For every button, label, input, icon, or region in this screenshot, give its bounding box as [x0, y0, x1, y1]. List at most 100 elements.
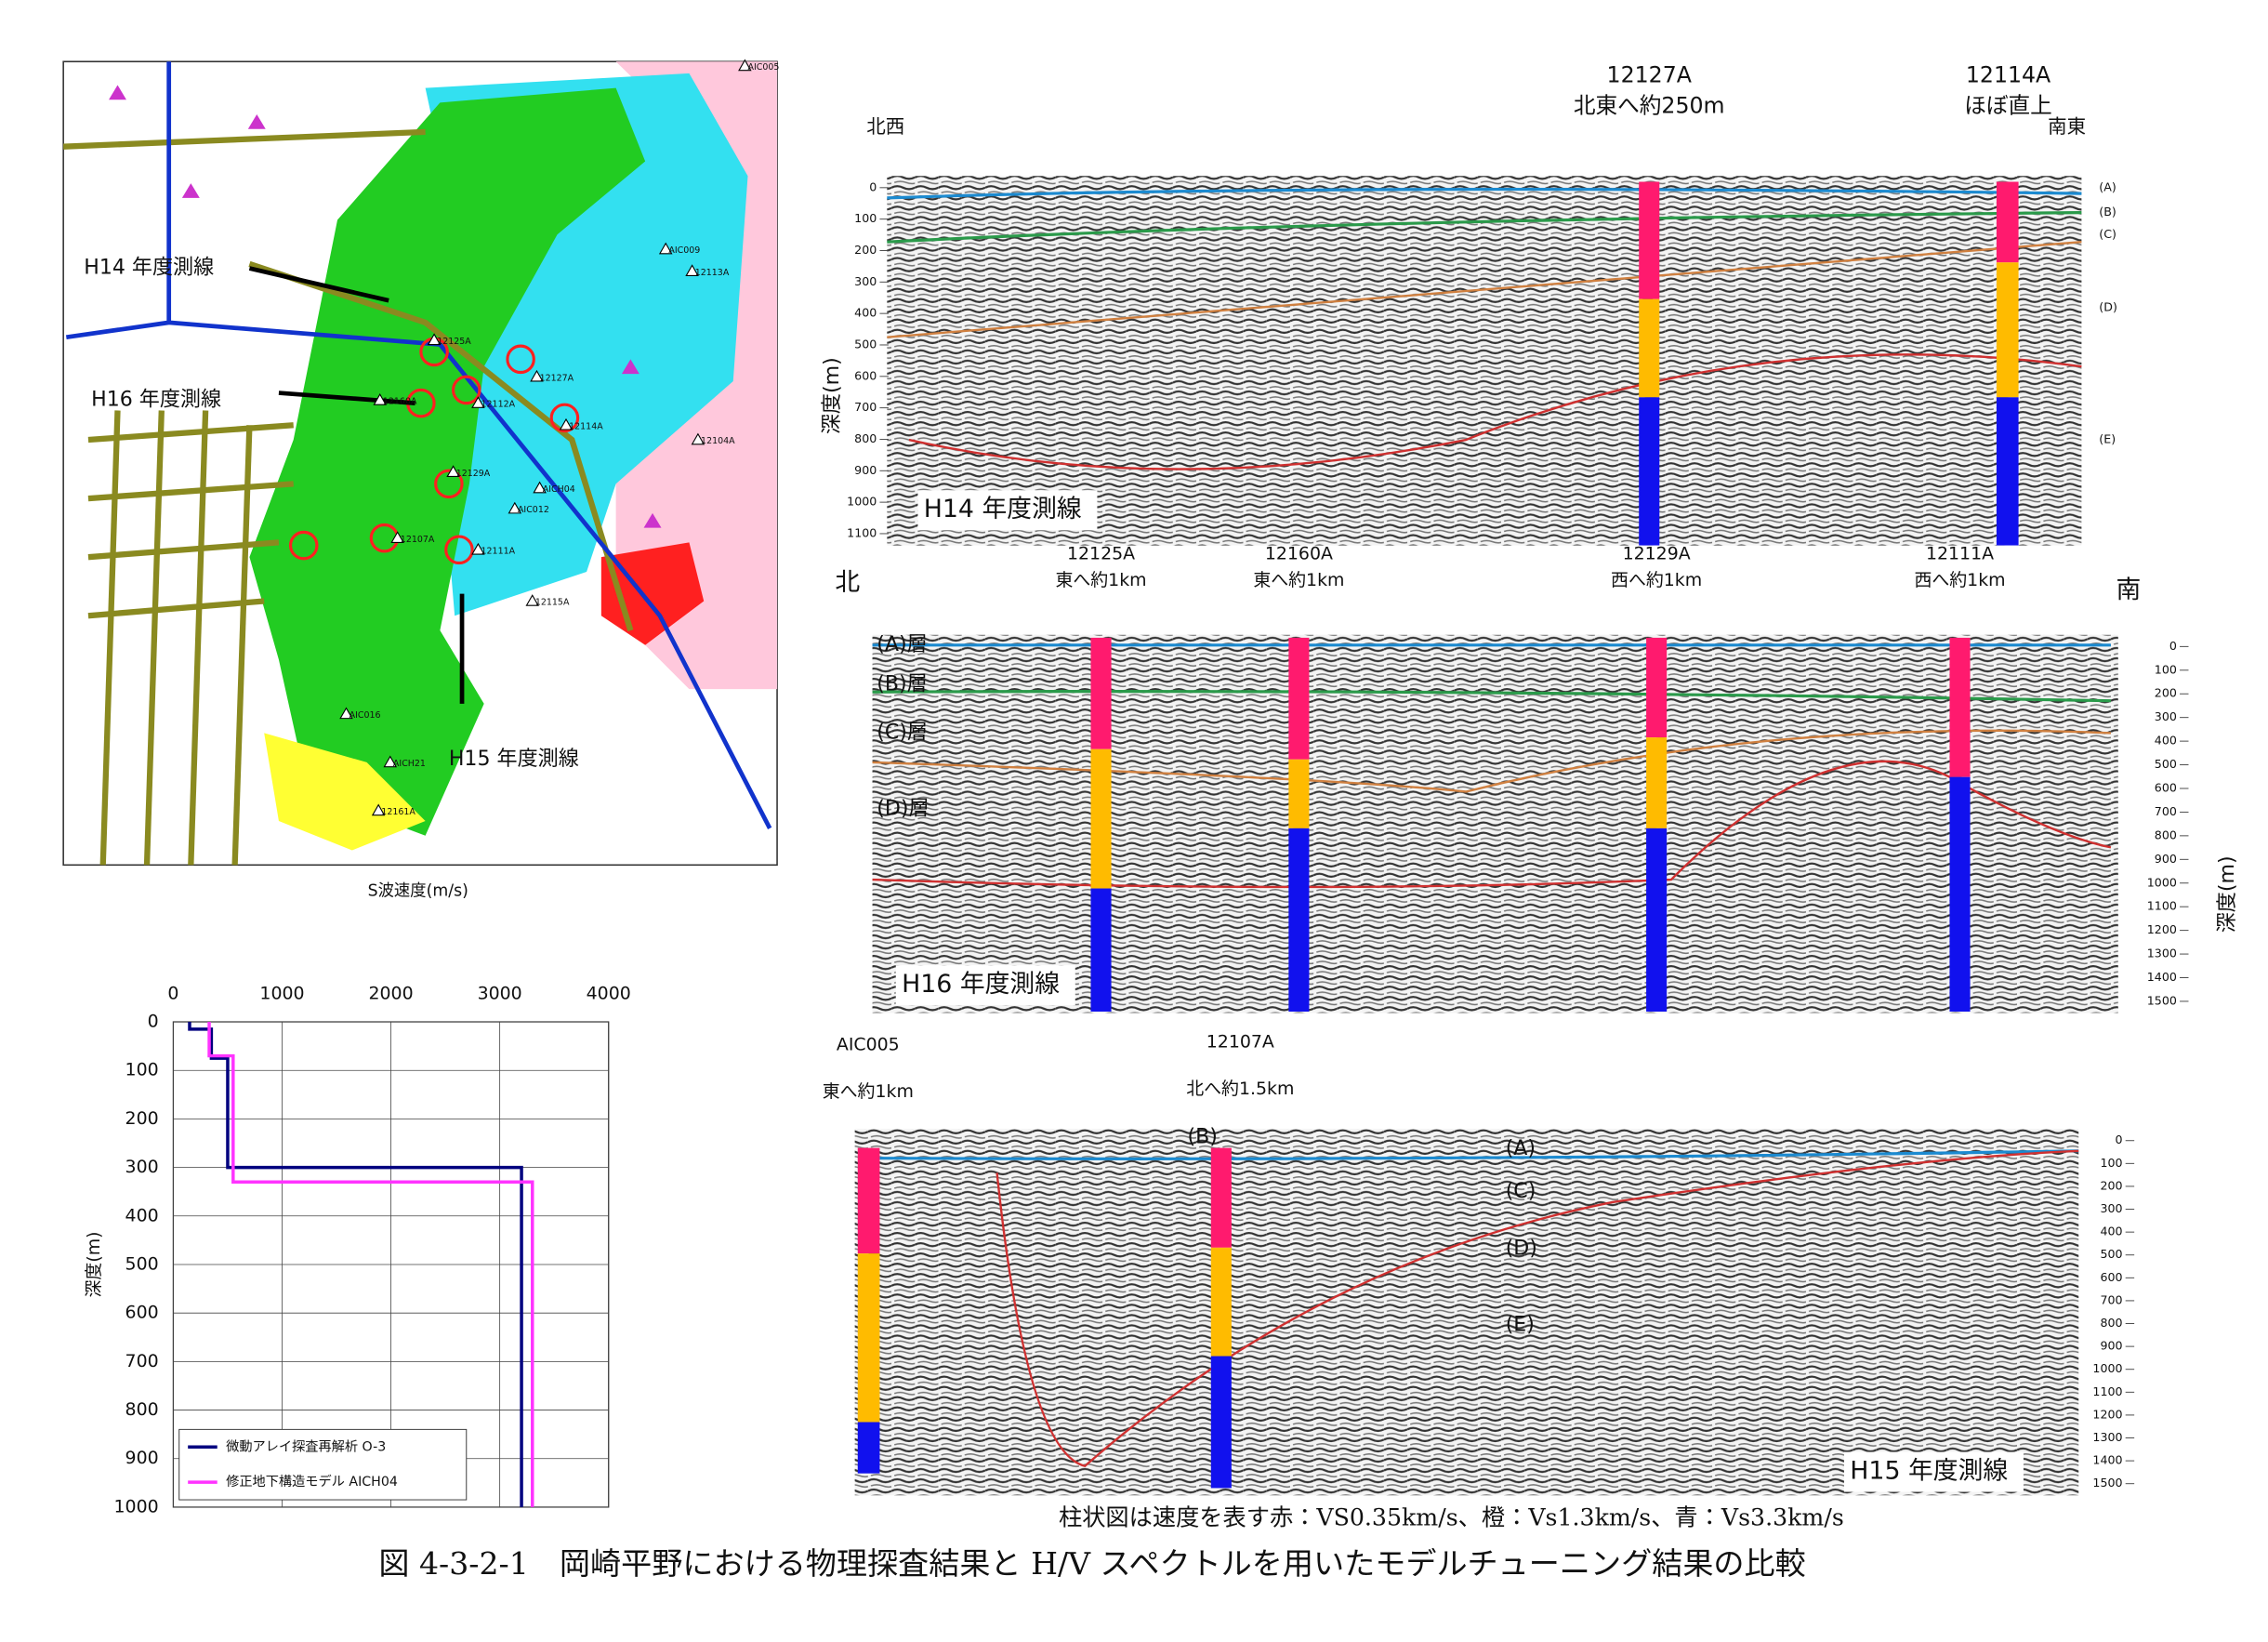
layer-label: (D) [2099, 300, 2117, 314]
layer-label: (C)層 [877, 721, 928, 744]
y-tick-label: 1000 [114, 1496, 159, 1516]
station-label: 12161A [381, 807, 415, 817]
station-label: AICH21 [393, 759, 426, 769]
depth-tick-label: 400 [2100, 1225, 2122, 1238]
station-marker [371, 803, 386, 816]
well-name: 12107A [1207, 1032, 1274, 1053]
layer-label: (E) [2099, 432, 2116, 446]
well-offset: 北へ約1.5km [1186, 1079, 1294, 1099]
station-label: 12113A [695, 268, 730, 278]
survey-line-label: H14 年度測線 [84, 257, 214, 280]
depth-tick-label: 0 [869, 179, 877, 193]
station-marker [530, 369, 544, 382]
depth-tick-label: 1000 [2147, 875, 2177, 889]
layer-label: (D) [1506, 1237, 1537, 1260]
depth-tick-label: 1400 [2092, 1453, 2122, 1467]
x-tick-label: 4000 [587, 984, 631, 1004]
section-title-box [895, 965, 1075, 1006]
layer-label: (C) [2099, 227, 2116, 241]
well-name: 12114A [1966, 61, 2050, 87]
station-label: 12115A [535, 598, 570, 608]
layer-label: (C) [1506, 1180, 1536, 1203]
station-marker [658, 242, 673, 255]
depth-tick-label: 1400 [2147, 970, 2177, 984]
well-offset: 東へ約1km [823, 1081, 914, 1102]
section-title-box [1843, 1451, 2024, 1492]
station-marker [559, 417, 574, 430]
y-tick-label: 900 [125, 1448, 159, 1468]
section-h16 [872, 634, 2118, 1013]
station-label: 12104A [701, 436, 735, 446]
station-label: 12114A [569, 421, 603, 431]
well-offset: 東へ約1km [1055, 570, 1146, 590]
station-label: AIC012 [518, 505, 549, 515]
depth-tick-label: 1300 [2092, 1430, 2122, 1444]
direction-label: 南 [2116, 576, 2141, 604]
depth-tick-label: 500 [2100, 1247, 2122, 1261]
depth-tick-label: 1000 [847, 495, 877, 509]
depth-tick-label: 600 [2155, 780, 2177, 794]
well-offset: ほぼ直上 [1964, 93, 2052, 119]
well-name: 12160A [1265, 544, 1333, 564]
station-marker [533, 481, 547, 494]
depth-tick-label: 200 [2155, 686, 2177, 700]
figure-caption: 図 4-3-2-1 岡崎平野における物理探査結果と H/V スペクトルを用いたモ… [378, 1545, 1805, 1582]
depth-tick-label: 500 [854, 337, 877, 351]
station-marker [390, 531, 404, 543]
survey-line-label: H16 年度測線 [91, 388, 221, 411]
depth-tick-label: 1100 [2147, 899, 2177, 913]
station-label: AIC005 [748, 62, 780, 73]
map-legend-label: S波速度(m/s) [368, 882, 468, 901]
layer-label: (B) [2099, 205, 2116, 218]
station-marker [427, 333, 442, 346]
station-label: 12125A [437, 337, 471, 347]
well-name: 12125A [1067, 544, 1135, 564]
map [62, 60, 778, 867]
depth-tick-label: 700 [2100, 1292, 2122, 1306]
section-title: H14 年度測線 [924, 495, 1082, 523]
depth-tick-label: 500 [2155, 757, 2177, 771]
y-tick-label: 0 [148, 1012, 159, 1032]
station-marker [691, 432, 705, 445]
y-tick-label: 800 [125, 1399, 159, 1420]
well-offset: 北東へ約250m [1574, 93, 1725, 119]
depth-tick-label: 1000 [2092, 1361, 2122, 1375]
station-label: 12129A [456, 469, 491, 479]
y-axis-label: 深度(m) [84, 1231, 104, 1297]
depth-tick-label: 900 [2155, 852, 2177, 866]
depth-tick-label: 900 [854, 463, 877, 477]
depth-tick-label: 1500 [2092, 1476, 2122, 1490]
depth-tick-label: 800 [2155, 828, 2177, 841]
layer-label: (D)層 [877, 797, 929, 820]
station-label: AIC016 [349, 710, 381, 721]
series-line [207, 1022, 534, 1507]
x-tick-label: 3000 [478, 984, 522, 1004]
depth-tick-label: 1100 [2092, 1384, 2122, 1398]
section-title-box [917, 490, 1098, 531]
station-label: 12127A [540, 373, 574, 383]
y-tick-label: 300 [125, 1157, 159, 1177]
station-marker [339, 707, 353, 720]
station-marker [471, 542, 485, 555]
y-tick-label: 400 [125, 1205, 159, 1225]
station-marker [738, 59, 752, 72]
legend-box [178, 1428, 468, 1501]
depth-tick-label: 0 [2116, 1132, 2123, 1146]
station-marker [383, 755, 398, 768]
section-h14 [887, 176, 2082, 546]
station-label: 12160A [383, 397, 417, 407]
well-name: 12111A [1926, 544, 1994, 564]
layer-label: (A)層 [877, 633, 927, 656]
depth-tick-label: 600 [2100, 1270, 2122, 1284]
depth-tick-label: 300 [854, 274, 877, 288]
station-marker [471, 396, 485, 408]
legend-label: 修正地下構造モデル AICH04 [226, 1474, 398, 1490]
depth-tick-label: 700 [2155, 804, 2177, 818]
station-marker [685, 264, 699, 276]
depth-tick-label: 1200 [2092, 1407, 2122, 1421]
depth-tick-label: 900 [2100, 1339, 2122, 1353]
depth-tick-label: 0 [2169, 639, 2177, 653]
layer-label: (E) [1506, 1313, 1535, 1336]
depth-tick-label: 200 [854, 243, 877, 257]
